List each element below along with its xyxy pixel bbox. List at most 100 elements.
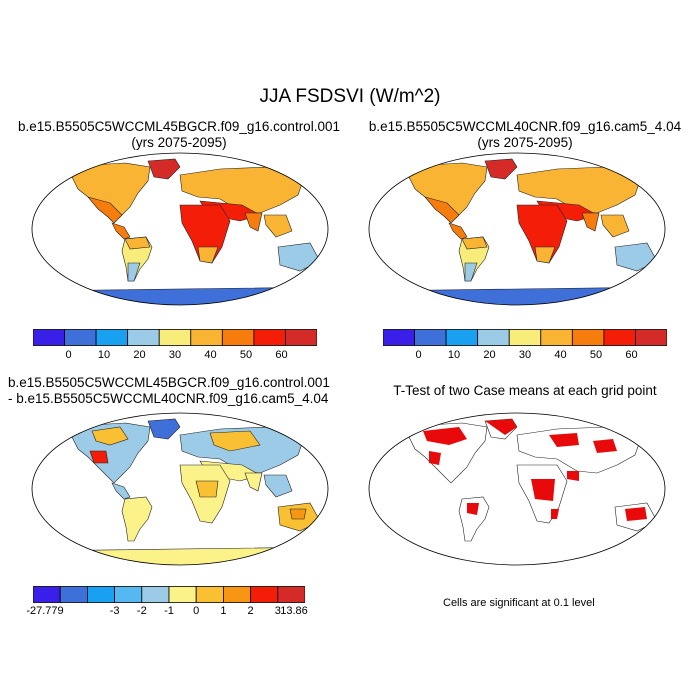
colorbar-swatch: [508, 329, 542, 346]
colorbar-swatch: [221, 329, 255, 346]
antarctica-region: [32, 546, 328, 565]
australia-patch: [289, 508, 307, 520]
india-region: [244, 472, 263, 492]
india-region: [581, 212, 600, 232]
significant-cells: [423, 427, 467, 445]
map-panel-4: [368, 412, 666, 566]
central-america-region: [448, 222, 468, 240]
antarctica-region: [369, 286, 665, 305]
colorbar-panel-2-labels: 0 10 20 30 40 50 60: [383, 349, 667, 363]
panel3-title-line1: b.e15.B5505C5WCCML45BGCR.f09_g16.control…: [8, 375, 330, 390]
colorbar-panel-1-labels: 0 10 20 30 40 50 60: [33, 349, 317, 363]
colorbar-swatch: [195, 586, 224, 603]
north-america-south-region: [87, 196, 123, 224]
colorbar-swatch: [33, 586, 61, 603]
eurasia-region: [179, 426, 306, 474]
colorbar-tick-label: 50: [239, 349, 253, 361]
colorbar-tick-label: 0: [193, 605, 200, 617]
colorbar-tick-label: 30: [168, 349, 182, 361]
figure-title: JJA FSDSVI (W/m^2): [259, 86, 441, 107]
greenland-region: [484, 158, 518, 180]
panel1-title: b.e15.B5505C5WCCML45BGCR.f09_g16.control…: [0, 119, 358, 151]
colorbar-swatch: [95, 329, 129, 346]
significant-cells: [625, 507, 647, 521]
south-america-north-region: [124, 236, 151, 250]
colorbar-swatch: [414, 329, 447, 346]
colorbar-tick-label: 0: [415, 349, 422, 361]
eurasia-outline: [516, 426, 643, 474]
map-panel-1: [31, 152, 329, 306]
map-panel-3: [31, 412, 329, 566]
colorbar-tick-label: 3: [274, 605, 281, 617]
north-america-region: [69, 422, 151, 484]
south-america-region: [121, 496, 153, 542]
colorbar-tick-label: 40: [204, 349, 217, 361]
colorbar-tick-label: 50: [589, 349, 603, 361]
south-america-south-region: [127, 262, 141, 282]
colorbar-swatch: [540, 329, 573, 346]
australia-region: [277, 242, 321, 272]
panel3-title: b.e15.B5505C5WCCML45BGCR.f09_g16.control…: [8, 375, 330, 407]
greenland-region: [147, 418, 181, 440]
australia-region: [614, 242, 658, 272]
south-america-south-region: [464, 262, 478, 282]
significant-cells: [549, 433, 579, 447]
panel3-title-line2: - b.e15.B5505C5WCCML40CNR.f09_g16.cam5_4…: [8, 391, 329, 406]
significant-cells: [467, 503, 479, 515]
significant-cells: [429, 451, 441, 465]
colorbar-swatch: [59, 586, 88, 603]
colorbar-tick-label: 20: [483, 349, 496, 361]
colorbar-tick-label: 0: [65, 349, 72, 361]
colorbar-swatch: [603, 329, 636, 346]
africa-south-region: [197, 246, 219, 264]
colorbar-tick-label: 60: [625, 349, 638, 361]
africa-south-region: [534, 246, 556, 264]
eurasia-region: [179, 166, 306, 214]
colorbar-swatch: [445, 329, 479, 346]
colorbar-tick-label: 13.86: [280, 605, 308, 617]
colorbar-tick-label: -3: [109, 605, 120, 617]
colorbar-swatch: [190, 329, 223, 346]
panel4-title-line1: T-Test of two Case means at each grid po…: [393, 383, 657, 398]
colorbar-swatch: [285, 329, 317, 346]
colorbar-swatch: [158, 329, 192, 346]
north-america-patch: [91, 426, 129, 446]
india-region: [244, 212, 263, 232]
colorbar-tick-label: 60: [275, 349, 288, 361]
panel2-title-line2: (yrs 2075-2095): [477, 135, 573, 150]
colorbar-tick-label: 2: [247, 605, 254, 617]
colorbar-swatch: [64, 329, 97, 346]
colorbar-tick-label: 10: [97, 349, 111, 361]
central-america-region: [111, 222, 131, 240]
colorbar-swatch: [87, 586, 116, 603]
colorbar-swatch: [222, 586, 251, 603]
colorbar-swatch: [383, 329, 415, 346]
south-america-north-region: [461, 236, 488, 250]
panel2-title-line1: b.e15.B5505C5WCCML40CNR.f09_g16.cam5_4.0…: [368, 119, 682, 134]
colorbar-tick-label: 1: [220, 605, 227, 617]
panel4-title: T-Test of two Case means at each grid po…: [370, 383, 680, 399]
se-asia-region: [600, 214, 630, 238]
north-america-outline: [406, 422, 488, 484]
north-america-south-region: [424, 196, 460, 224]
colorbar-tick-label: -2: [136, 605, 147, 617]
panel2-title: b.e15.B5505C5WCCML40CNR.f09_g16.cam5_4.0…: [340, 119, 700, 151]
colorbar-panel-2: [383, 329, 667, 346]
significance-footnote: Cells are significant at 0.1 level: [443, 597, 595, 609]
colorbar-tick-label: 40: [554, 349, 567, 361]
colorbar-tick-label: 20: [133, 349, 146, 361]
africa-outline: [516, 464, 568, 524]
colorbar-panel-3: [33, 586, 305, 603]
panel1-title-line2: (yrs 2075-2095): [131, 135, 227, 150]
colorbar-tick-label: -27.779: [26, 605, 64, 617]
colorbar-swatch: [141, 586, 170, 603]
africa-patch: [195, 480, 219, 498]
significant-cells: [485, 419, 517, 435]
colorbar-swatch: [250, 586, 279, 603]
significant-cells: [531, 479, 555, 501]
antarctica-region: [32, 286, 328, 305]
colorbar-tick-label: 30: [518, 349, 532, 361]
significant-cells: [551, 509, 559, 519]
colorbar-swatch: [277, 586, 305, 603]
se-asia-region: [263, 214, 293, 238]
